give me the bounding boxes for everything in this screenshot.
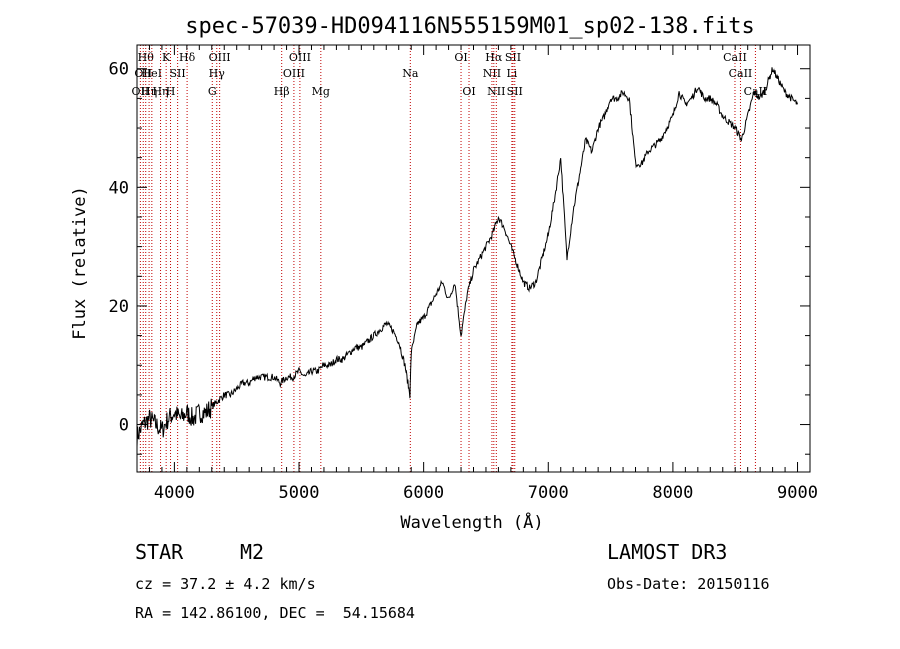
redshift-readout: cz = 37.2 ± 4.2 km/s: [135, 575, 316, 593]
marker-label: Hη: [152, 85, 168, 98]
obs-date: Obs-Date: 20150116: [607, 575, 770, 593]
marker-label: K: [162, 51, 171, 64]
y-tick-label: 20: [109, 297, 129, 317]
marker-label: SII: [507, 85, 523, 98]
marker-label: OII: [132, 85, 150, 98]
marker-label: HeI: [142, 67, 162, 80]
marker-label: Mg: [312, 85, 330, 98]
coordinates: RA = 142.86100, DEC = 54.15684: [135, 604, 415, 622]
chart-title: spec-57039-HD094116N555159M01_sp02-138.f…: [185, 14, 755, 39]
marker-label: Li: [506, 67, 517, 80]
marker-label: OIII: [283, 67, 305, 80]
y-tick-label: 40: [109, 178, 129, 198]
marker-label: OIII: [209, 51, 231, 64]
marker-label: Na: [402, 67, 419, 80]
x-tick-label: 6000: [403, 483, 444, 503]
marker-label: OII: [134, 67, 152, 80]
marker-label: OI: [462, 85, 475, 98]
x-axis-label: Wavelength (Å): [400, 511, 543, 533]
marker-label: CaII: [723, 51, 747, 64]
marker-label: Hδ: [179, 51, 196, 64]
marker-label: SII: [170, 67, 186, 80]
marker-label: NII: [487, 85, 505, 98]
marker-label: G: [208, 85, 217, 98]
marker-label: NII: [483, 67, 501, 80]
y-tick-label: 0: [119, 416, 129, 436]
marker-label: Hθ: [138, 51, 155, 64]
axis-ticks: 4000 5000 6000 7000 8000 9000 0 20 40 60: [109, 45, 818, 503]
spectrum-line: [136, 67, 798, 447]
y-axis-label: Flux (relative): [70, 186, 90, 340]
marker-label: OIII: [289, 51, 311, 64]
x-tick-label: 7000: [528, 483, 569, 503]
line-markers: OII OII Hθ Hη HeI Hη K H SII Hδ G Hγ OIII Hβ OIII OIII M…: [132, 45, 767, 472]
marker-label: Hα: [485, 51, 503, 64]
series-group: [136, 67, 798, 447]
x-tick-label: 8000: [652, 483, 693, 503]
x-tick-label: 5000: [279, 483, 320, 503]
marker-label: CaII: [729, 67, 753, 80]
marker-label: Hη: [141, 85, 157, 98]
x-tick-label: 9000: [777, 483, 818, 503]
marker-label: Hβ: [274, 85, 290, 98]
x-tick-label: 4000: [154, 483, 195, 503]
marker-label: OI: [454, 51, 467, 64]
marker-label: SII: [505, 51, 521, 64]
plot-frame: [136, 44, 811, 473]
marker-label: Hγ: [209, 67, 226, 80]
y-tick-label: 60: [109, 60, 129, 80]
marker-label: H: [166, 85, 176, 98]
survey-name: LAMOST DR3: [607, 540, 728, 564]
object-class: STAR: [135, 540, 184, 564]
object-subclass: M2: [240, 540, 265, 564]
